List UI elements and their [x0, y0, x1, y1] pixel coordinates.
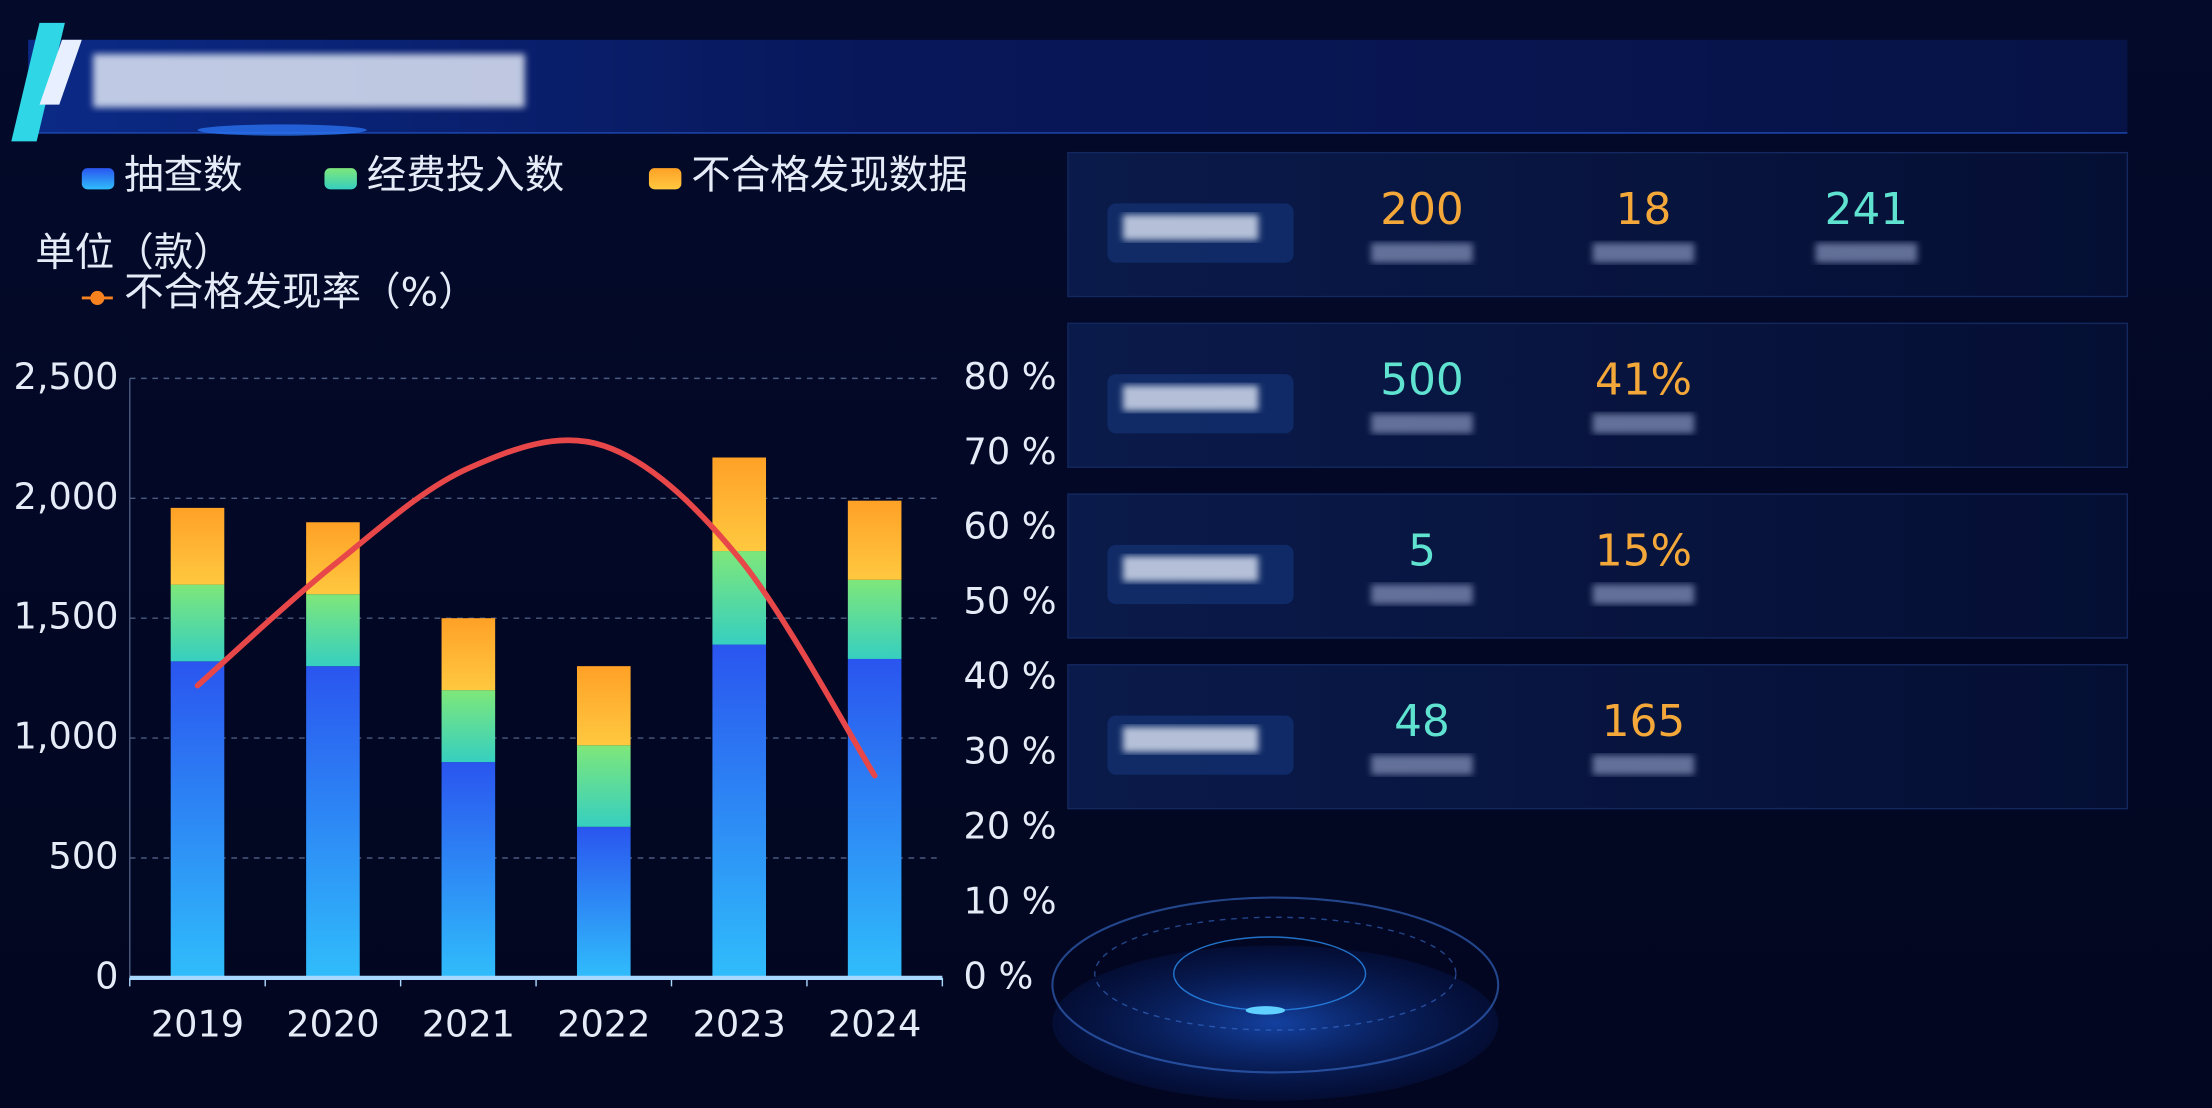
bar [441, 618, 496, 691]
bar [576, 826, 631, 978]
y-tick-label: 500 [49, 835, 119, 878]
bar [441, 690, 496, 763]
y2-tick-label: 70 % [964, 430, 1057, 473]
bar [847, 579, 902, 659]
stat-value: 15% [1595, 525, 1692, 576]
stat-caption-blur [1371, 584, 1473, 605]
bar [170, 584, 225, 662]
stat-caption-blur [1371, 413, 1473, 434]
bar [170, 661, 225, 978]
y2-tick-label: 60 % [964, 505, 1057, 548]
x-tick-label: 2024 [828, 1002, 921, 1045]
x-tick-label: 2020 [286, 1002, 379, 1045]
y2-tick-label: 20 % [964, 805, 1057, 848]
stat-value: 5 [1408, 525, 1436, 576]
y-tick-label: 1,500 [14, 595, 119, 638]
decoration [93, 53, 525, 108]
stat-caption-blur [1592, 413, 1695, 434]
stat-caption-blur [1592, 755, 1695, 775]
legend-marker [648, 168, 682, 190]
stat-value: 500 [1380, 355, 1463, 406]
stat-value: 165 [1602, 696, 1685, 747]
bar [576, 745, 631, 827]
stat-caption-blur [1371, 242, 1473, 263]
stat-caption-blur [1815, 242, 1918, 263]
x-tick-label: 2019 [151, 1002, 244, 1045]
bar [712, 644, 767, 978]
legend-label: 抽查数 [124, 153, 242, 199]
legend-label: 不合格发现数据 [691, 153, 968, 199]
stat-caption-blur [1592, 242, 1695, 263]
rate-line [194, 437, 878, 779]
stat-caption-blur [1592, 584, 1695, 605]
decoration [197, 124, 367, 136]
y-tick-label: 2,000 [14, 475, 119, 518]
y-tick-label: 0 [95, 954, 118, 997]
bar [306, 666, 360, 978]
stat-value: 48 [1394, 696, 1450, 747]
y2-tick-label: 50 % [964, 580, 1057, 623]
stat-value: 18 [1616, 184, 1672, 235]
decoration [1094, 916, 1457, 1031]
decoration [93, 53, 525, 108]
bar [712, 551, 767, 645]
unit-label: 单位（款） [35, 230, 233, 276]
bar [847, 500, 902, 580]
panel-label-blur [1122, 556, 1259, 582]
x-tick-label: 2022 [557, 1002, 650, 1045]
panel-label-blur [1122, 214, 1259, 241]
stat-panel [1067, 322, 2129, 468]
y2-tick-label: 80 % [964, 355, 1057, 398]
x-tick-label: 2023 [693, 1002, 786, 1045]
bar [306, 594, 360, 667]
decoration [11, 22, 65, 142]
legend-marker [90, 290, 105, 306]
legend-marker [324, 168, 357, 190]
decoration [1245, 1006, 1286, 1015]
decoration: 0 500 1,000 1,500 2,000 2,500 0 % 10 % 20 % 30 % 4… [14, 153, 1057, 1046]
panel-label-blur [1122, 726, 1259, 753]
bar [441, 762, 496, 978]
y2-tick-label: 40 % [964, 655, 1057, 698]
y2-tick-label: 0 % [964, 954, 1034, 997]
legend-marker [81, 168, 115, 190]
y2-tick-label: 30 % [964, 730, 1057, 773]
stat-value: 200 [1380, 184, 1463, 235]
stat-value: 241 [1825, 184, 1908, 235]
legend-label: 不合格发现率（%） [124, 270, 478, 316]
stat-caption-blur [1371, 755, 1473, 775]
decoration [39, 39, 82, 105]
decoration: 200 18 241 500 41% 5 15% 48 165 [1067, 151, 2129, 810]
panel-label-blur [1122, 385, 1259, 411]
x-tick-label: 2021 [422, 1002, 515, 1045]
y-tick-label: 1,000 [14, 715, 119, 758]
bar [847, 658, 902, 978]
y2-tick-label: 10 % [964, 879, 1057, 922]
legend-label: 经费投入数 [367, 153, 565, 199]
y-tick-label: 2,500 [14, 355, 119, 398]
bar [170, 507, 225, 585]
decoration [1051, 896, 1500, 1074]
stat-value: 41% [1595, 355, 1692, 406]
decoration [1052, 945, 1499, 1101]
bar [576, 666, 631, 746]
